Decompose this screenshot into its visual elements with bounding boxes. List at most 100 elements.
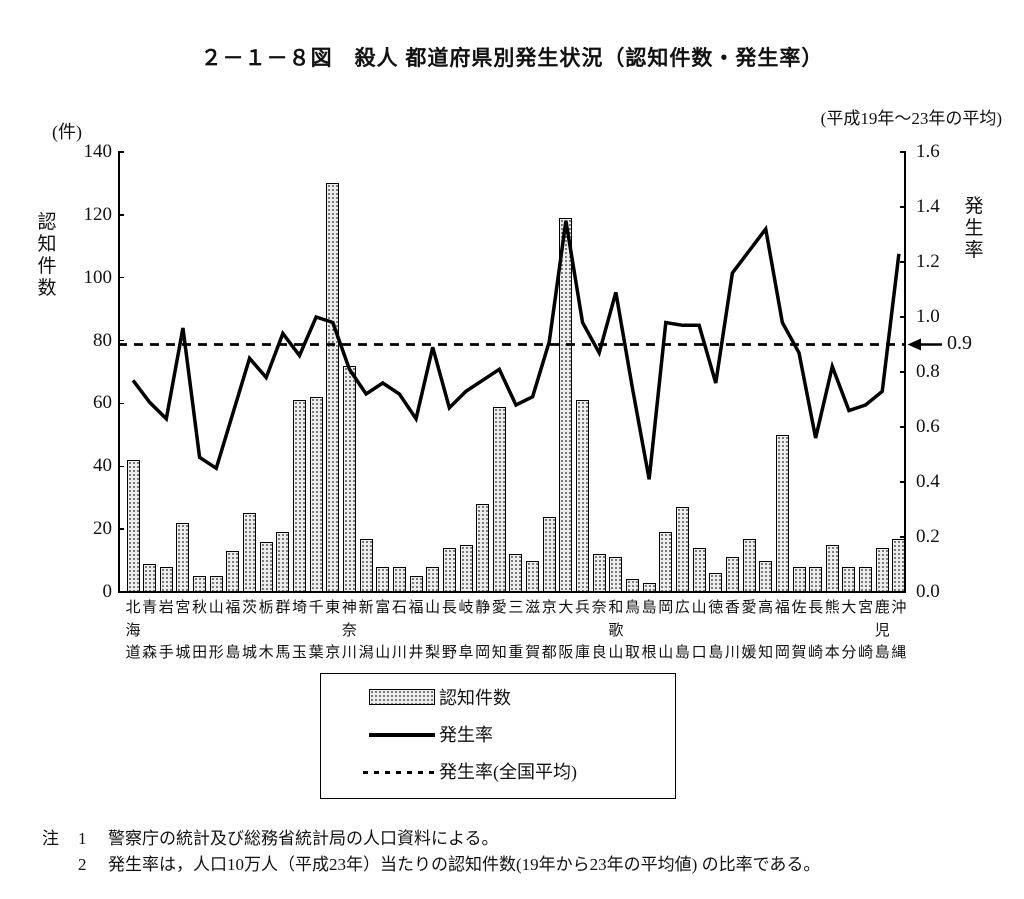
bar <box>243 513 257 592</box>
bar <box>359 538 373 592</box>
bar <box>426 566 440 592</box>
average-arrowhead-icon <box>907 338 921 351</box>
legend-item-national-average: 発生率(全国平均) <box>321 761 675 783</box>
bar <box>742 538 756 592</box>
x-label: 石川 <box>391 600 407 661</box>
bar <box>559 218 573 592</box>
legend-label: 認知件数 <box>439 688 511 708</box>
x-label: 北海道 <box>125 600 141 661</box>
bar <box>342 365 356 592</box>
bar <box>775 434 789 592</box>
bar <box>842 566 856 592</box>
y-tick-label-right: 0.4 <box>916 471 940 492</box>
y-tick-left <box>118 151 124 153</box>
x-label: 宮城 <box>175 600 191 661</box>
y-tick-left <box>118 276 124 279</box>
x-label: 愛知 <box>491 600 507 661</box>
notes: 注 1 警察庁の統計及び総務省統計局の人口資料による。 2 発生率は，人口10万… <box>42 826 820 878</box>
y-tick-right <box>900 536 906 538</box>
x-label: 長崎 <box>808 600 824 661</box>
y-tick-right <box>900 151 906 153</box>
note-number: 1 <box>78 829 87 848</box>
x-label: 東京 <box>325 600 341 661</box>
bar <box>226 551 240 592</box>
bar <box>126 460 140 592</box>
bar <box>376 566 390 592</box>
bar <box>825 544 839 592</box>
x-label: 岡山 <box>658 600 674 661</box>
x-label: 神奈川 <box>341 600 357 661</box>
x-label: 福岡 <box>774 600 790 661</box>
bar <box>409 576 423 592</box>
x-label: 岩手 <box>158 600 174 661</box>
x-label: 兵庫 <box>575 600 591 661</box>
bar <box>509 554 523 592</box>
x-label: 秋田 <box>192 600 208 661</box>
x-label: 佐賀 <box>791 600 807 661</box>
x-label: 長野 <box>441 600 457 661</box>
bar <box>542 516 556 592</box>
legend-label: 発生率 <box>439 725 493 745</box>
y-tick-right <box>900 481 906 483</box>
x-label: 青森 <box>142 600 158 661</box>
legend-box: 認知件数 発生率 発生率(全国平均) <box>320 673 676 799</box>
bar <box>459 544 473 592</box>
bar <box>309 397 323 592</box>
y-tick-label-right: 1.6 <box>916 141 940 162</box>
note-text: 発生率は，人口10万人（平成23年）当たりの認知件数(19年から23年の平均値)… <box>108 855 821 874</box>
figure-subtitle: (平成19年～23年の平均) <box>820 109 1002 128</box>
bar <box>193 576 207 592</box>
bar <box>709 573 723 592</box>
right-axis-title: 発生率 <box>964 196 984 261</box>
bar <box>276 532 290 592</box>
y-tick-label-left: 20 <box>93 518 112 540</box>
x-label: 山梨 <box>425 600 441 661</box>
bar <box>293 400 306 592</box>
bar <box>259 541 273 592</box>
x-label: 静岡 <box>475 600 491 661</box>
y-tick-label-right: 0.0 <box>916 581 940 602</box>
bar <box>526 560 540 592</box>
y-tick-label-right: 0.6 <box>916 416 940 437</box>
y-tick-label-left: 140 <box>83 141 113 162</box>
x-label: 広島 <box>674 600 690 661</box>
y-tick-left <box>118 591 124 593</box>
bar <box>476 504 490 592</box>
x-label: 香川 <box>724 600 740 661</box>
x-label: 山口 <box>691 600 707 661</box>
y-tick-label-right: 0.8 <box>916 361 940 382</box>
bar <box>692 548 706 592</box>
note-2: 2 発生率は，人口10万人（平成23年）当たりの認知件数(19年から23年の平均… <box>42 852 820 878</box>
y-tick-label-right: 1.4 <box>916 196 940 217</box>
note-1: 注 1 警察庁の統計及び総務省統計局の人口資料による。 <box>42 826 820 852</box>
y-tick-right <box>900 261 906 263</box>
y-tick-label-left: 80 <box>93 329 112 351</box>
x-label: 鹿児島 <box>874 600 890 661</box>
x-label: 和歌山 <box>608 600 624 661</box>
y-tick-label-left: 120 <box>83 203 113 225</box>
y-tick-right <box>900 426 906 428</box>
x-label: 福島 <box>225 600 241 661</box>
y-tick-right <box>900 591 906 593</box>
x-label: 大分 <box>841 600 857 661</box>
x-label: 山形 <box>208 600 224 661</box>
x-label: 三重 <box>508 600 524 661</box>
bar <box>892 538 906 592</box>
bar <box>442 548 456 592</box>
bar <box>609 557 623 592</box>
y-tick-label-left: 0 <box>102 581 113 602</box>
y-tick-left <box>118 528 124 530</box>
x-label: 島根 <box>641 600 657 661</box>
bar <box>143 563 157 592</box>
y-tick-label-left: 60 <box>93 392 112 414</box>
bar <box>675 507 689 592</box>
x-label: 富山 <box>375 600 391 661</box>
x-label: 大阪 <box>558 600 574 661</box>
y-tick-right <box>900 316 906 318</box>
bar <box>159 566 173 592</box>
bar <box>392 566 406 592</box>
bar <box>492 406 506 592</box>
bar <box>725 557 739 592</box>
bar <box>659 532 673 592</box>
x-label: 鳥取 <box>624 600 640 661</box>
